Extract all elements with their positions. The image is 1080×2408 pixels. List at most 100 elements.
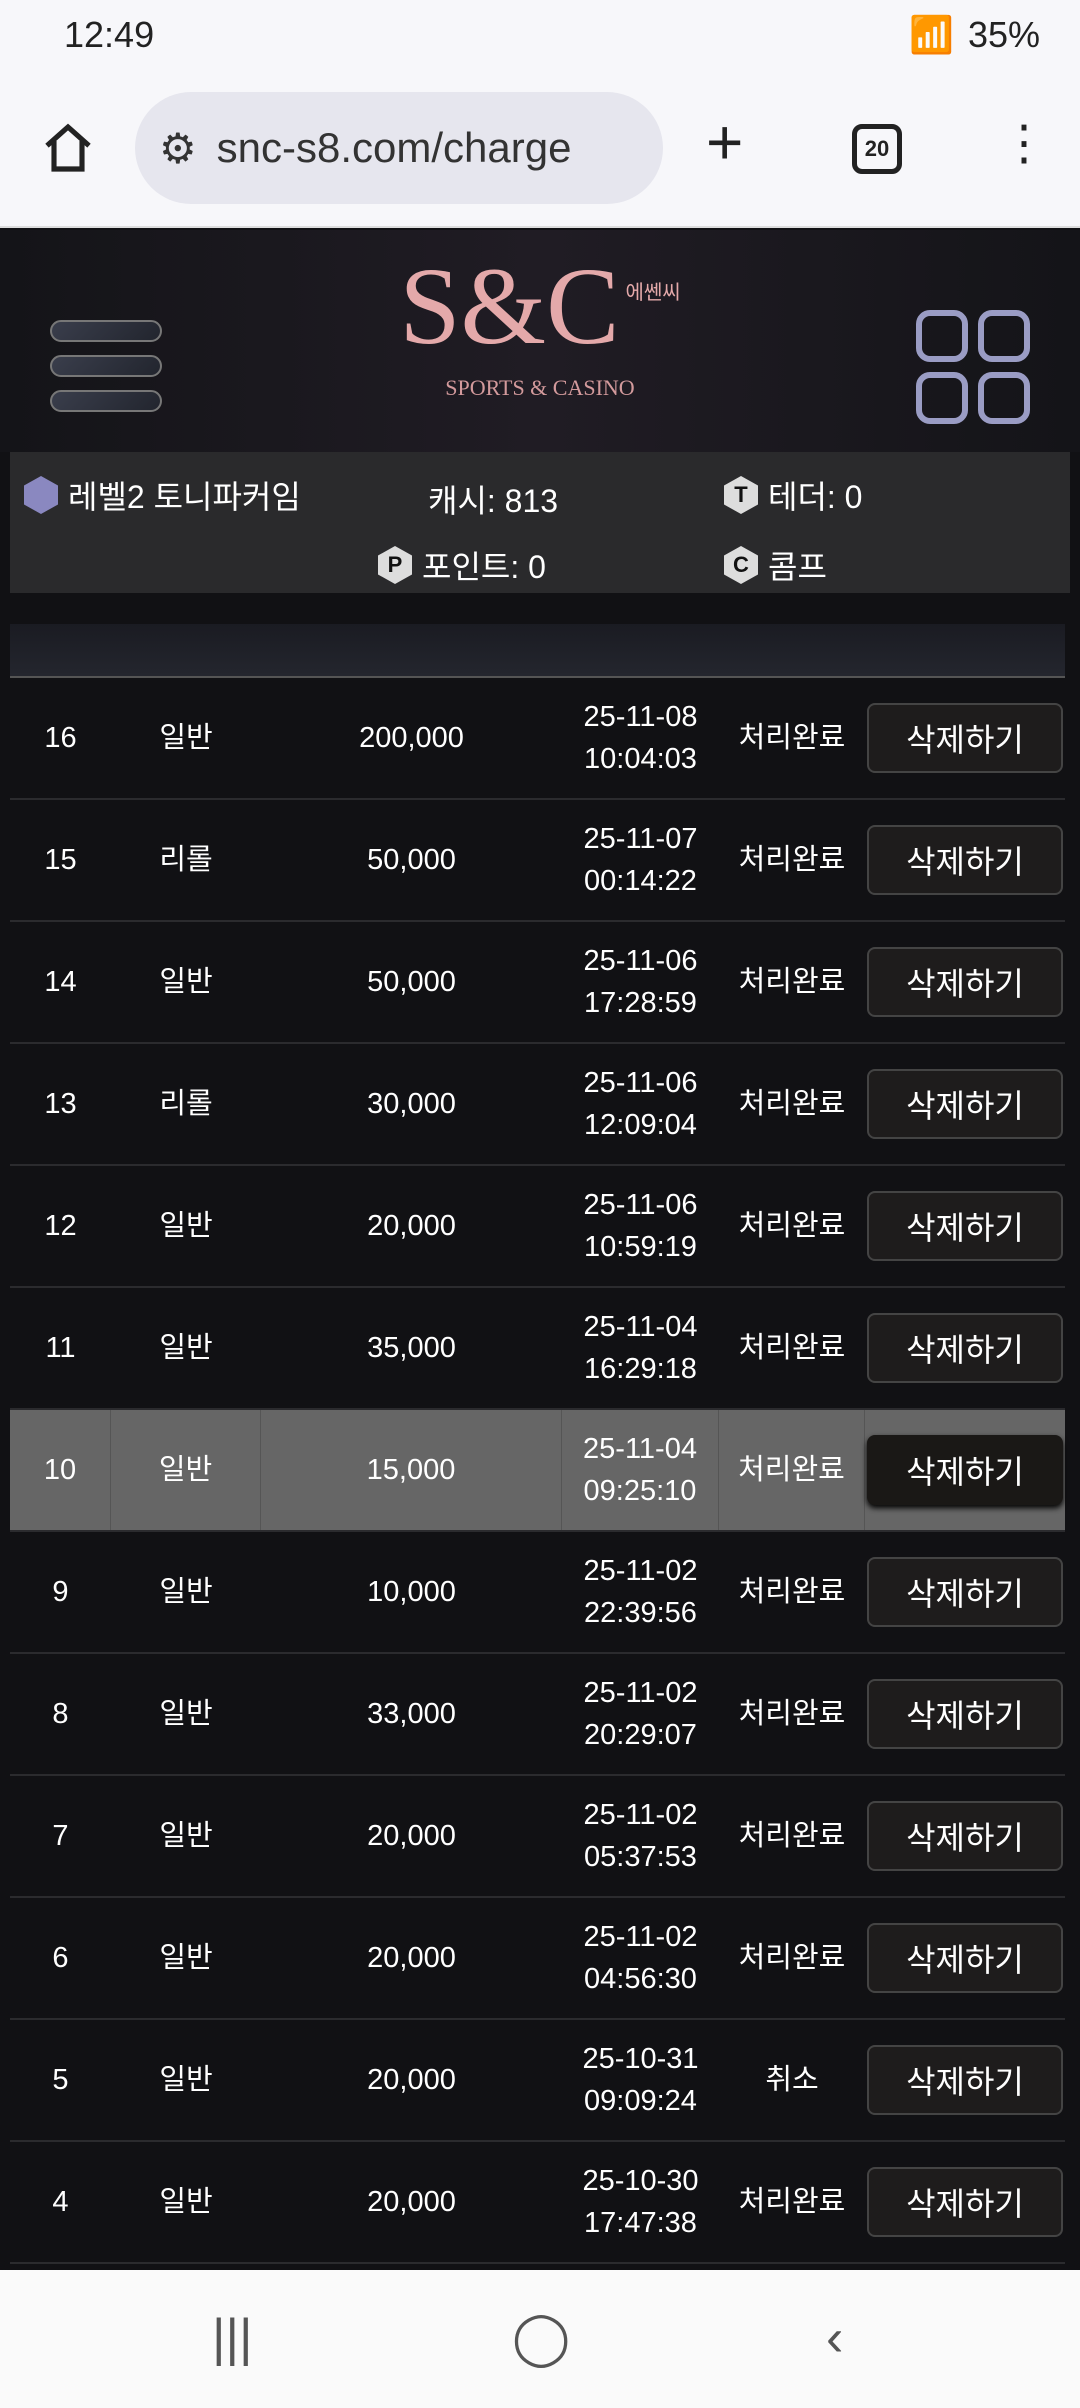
row-number: 4 [52, 2185, 69, 2218]
row-amount: 50,000 [367, 965, 456, 998]
row-number: 14 [44, 965, 77, 998]
row-time: 12:09:04 [584, 1109, 697, 1141]
url-text: snc-s8.com/charge [216, 124, 572, 171]
row-action: 삭제하기 [865, 1532, 1065, 1652]
new-tab-icon[interactable]: + [706, 106, 744, 178]
delete-button[interactable]: 삭제하기 [867, 1435, 1063, 1505]
tab-switcher-button[interactable]: 20 [852, 124, 902, 174]
row-date: 25-11-04 [583, 1432, 697, 1465]
home-icon[interactable] [40, 120, 96, 176]
delete-button[interactable]: 삭제하기 [867, 1313, 1063, 1383]
table-row: 10 일반 15,000 25-11-04 09:25:10 처리완료 삭제하기 [10, 1410, 1065, 1532]
row-status: 처리완료 [738, 965, 846, 998]
tether-icon: T [724, 476, 758, 514]
point-balance[interactable]: 포인트: 0 [422, 549, 546, 585]
back-icon[interactable]: ‹ [826, 2309, 844, 2367]
row-status: 처리완료 [738, 1575, 846, 1608]
row-number: 12 [44, 1209, 77, 1242]
row-date: 25-11-02 [583, 1554, 698, 1587]
delete-button[interactable]: 삭제하기 [867, 1557, 1063, 1627]
row-time: 17:47:38 [584, 2207, 697, 2239]
row-action: 삭제하기 [865, 678, 1065, 798]
row-amount: 20,000 [367, 1209, 456, 1242]
table-row: 11 일반 35,000 25-11-04 16:29:18 처리완료 삭제하기 [10, 1288, 1065, 1410]
row-action: 삭제하기 [865, 2020, 1065, 2140]
delete-button[interactable]: 삭제하기 [867, 703, 1063, 773]
row-number: 13 [44, 1087, 77, 1120]
battery-level: 35% [967, 14, 1040, 55]
delete-button[interactable]: 삭제하기 [867, 1069, 1063, 1139]
row-datetime: 25-11-06 17:28:59 [562, 922, 719, 1042]
logo-subtitle: SPORTS & CASINO [445, 375, 635, 400]
status-bar: 12:49 📶 35% [0, 0, 1080, 72]
row-type: 일반 [159, 1575, 213, 1608]
row-type: 리롤 [159, 843, 213, 876]
row-amount: 15,000 [261, 1410, 562, 1530]
delete-button[interactable]: 삭제하기 [867, 947, 1063, 1017]
site-logo[interactable]: S&C 에쎈씨 SPORTS & CASINO [380, 246, 700, 446]
row-datetime: 25-11-02 22:39:56 [562, 1532, 719, 1652]
row-date: 25-11-08 [583, 700, 698, 733]
row-action: 삭제하기 [865, 1166, 1065, 1286]
delete-button[interactable]: 삭제하기 [867, 1801, 1063, 1871]
logo-korean: 에쎈씨 [625, 282, 681, 304]
table-row: 14 일반 50,000 25-11-06 17:28:59 처리완료 삭제하기 [10, 922, 1065, 1044]
table-header [10, 624, 1065, 678]
delete-button[interactable]: 삭제하기 [867, 2167, 1063, 2237]
row-number: 8 [52, 1697, 69, 1730]
row-status: 처리완료 [738, 1209, 846, 1242]
row-status: 처리완료 [738, 721, 846, 754]
more-menu-icon[interactable]: ⋮ [1000, 117, 1048, 170]
row-action: 삭제하기 [865, 1776, 1065, 1896]
user-info-bar: 레벨2 토니파커임 캐시: 813 T 테더: 0 P 포인트: 0 C 콤프 [10, 452, 1070, 593]
row-date: 25-11-02 [583, 1920, 698, 1953]
comp-link[interactable]: 콤프 [768, 549, 827, 585]
row-status: 처리완료 [738, 2185, 846, 2218]
row-action: 삭제하기 [865, 1898, 1065, 2018]
row-datetime: 25-10-30 17:47:38 [562, 2142, 719, 2262]
row-time: 17:28:59 [584, 987, 697, 1019]
row-time: 16:29:18 [584, 1353, 697, 1385]
level-name: 레벨2 토니파커임 [68, 479, 301, 515]
site-settings-icon[interactable]: ⚙ [159, 124, 197, 172]
grid-menu-icon[interactable] [916, 310, 1030, 424]
row-type: 일반 [159, 1819, 213, 1852]
address-bar[interactable]: ⚙ snc-s8.com/charge [135, 92, 663, 204]
row-time: 10:04:03 [584, 743, 697, 775]
browser-toolbar: ⚙ snc-s8.com/charge + 20 ⋮ [0, 72, 1080, 228]
row-number: 10 [10, 1410, 111, 1530]
row-status: 처리완료 [738, 1941, 846, 1974]
row-status: 처리완료 [738, 1087, 846, 1120]
delete-button[interactable]: 삭제하기 [867, 1923, 1063, 1993]
level-icon [24, 476, 58, 514]
row-amount: 10,000 [367, 1575, 456, 1608]
row-amount: 20,000 [367, 2185, 456, 2218]
row-amount: 20,000 [367, 1941, 456, 1974]
row-type: 일반 [159, 1941, 213, 1974]
delete-button[interactable]: 삭제하기 [867, 2045, 1063, 2115]
delete-button[interactable]: 삭제하기 [867, 825, 1063, 895]
row-status: 처리완료 [738, 1331, 846, 1364]
system-nav-bar: ||| ◯ ‹ [0, 2270, 1080, 2408]
home-nav-icon[interactable]: ◯ [512, 2309, 571, 2367]
row-date: 25-11-06 [583, 1066, 698, 1099]
delete-button[interactable]: 삭제하기 [867, 1679, 1063, 1749]
row-type: 일반 [159, 2063, 213, 2096]
row-datetime: 25-11-06 12:09:04 [562, 1044, 719, 1164]
row-amount: 33,000 [367, 1697, 456, 1730]
site-header: S&C 에쎈씨 SPORTS & CASINO [0, 230, 1080, 452]
row-date: 25-10-31 [582, 2042, 699, 2075]
row-status: 처리완료 [719, 1410, 865, 1530]
row-action: 삭제하기 [865, 2142, 1065, 2262]
row-number: 9 [52, 1575, 69, 1608]
hamburger-menu-icon[interactable] [50, 320, 162, 425]
row-action: 삭제하기 [865, 922, 1065, 1042]
row-type: 일반 [159, 1331, 213, 1364]
recent-apps-icon[interactable]: ||| [212, 2309, 253, 2367]
delete-button[interactable]: 삭제하기 [867, 1191, 1063, 1261]
row-time: 09:25:10 [583, 1475, 697, 1507]
row-time: 05:37:53 [584, 1841, 697, 1873]
table-row: 6 일반 20,000 25-11-02 04:56:30 처리완료 삭제하기 [10, 1898, 1065, 2020]
row-action: 삭제하기 [865, 1288, 1065, 1408]
row-datetime: 25-11-04 09:25:10 [562, 1410, 719, 1530]
